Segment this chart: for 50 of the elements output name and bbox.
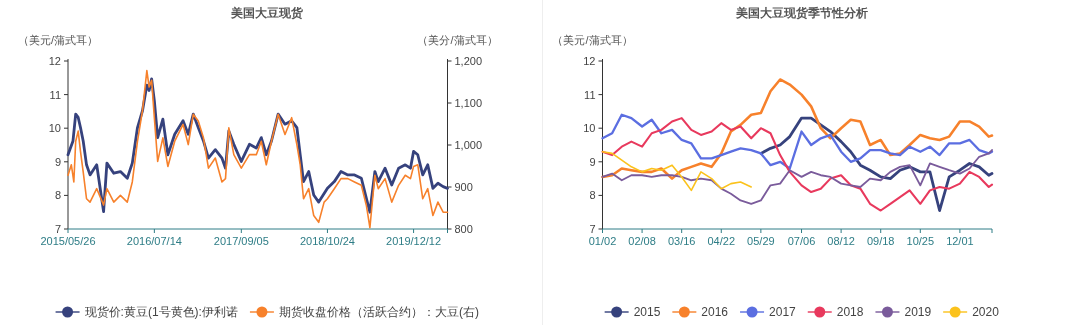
y-tick-label: 7: [589, 223, 596, 235]
y-tick-label: 12: [48, 55, 61, 67]
x-tick-label: 2016/07/14: [126, 235, 182, 247]
x-tick-label: 2018/10/24: [299, 235, 355, 247]
x-tick-label: 02/08: [628, 235, 656, 247]
y-tick-label: 8: [54, 189, 61, 202]
y-tick-label: 9: [589, 155, 596, 168]
y2-axis-title: （美分/蒲式耳）: [417, 34, 498, 46]
x-tick-label: 09/18: [866, 235, 895, 247]
legend-label: 2016: [701, 305, 729, 319]
line-series: [601, 149, 993, 205]
y2-tick-label: 900: [454, 181, 473, 193]
x-tick-label: 01/02: [588, 235, 617, 247]
x-tick-label: 2019/12/12: [386, 235, 442, 247]
chart-title: 美国大豆现货季节性分析: [734, 6, 868, 20]
x-tick-label: 07/06: [787, 235, 816, 247]
legend-label: 期货收盘价格（活跃合约）：大豆(右): [278, 305, 479, 319]
y-tick-label: 11: [49, 88, 61, 101]
y-axis-title: （美元/蒲式耳）: [552, 34, 633, 46]
y-tick-label: 11: [584, 88, 596, 101]
legend-label: 2015: [633, 305, 661, 319]
x-tick-label: 05/29: [747, 235, 775, 247]
x-tick-label: 12/01: [946, 235, 974, 247]
line-series: [759, 116, 994, 212]
x-tick-label: 2017/09/05: [213, 235, 269, 247]
y-tick-label: 10: [48, 122, 61, 135]
legend-label: 现货价:黄豆(1号黄色):伊利诺: [84, 305, 238, 319]
line-series: [601, 113, 994, 170]
y-tick-label: 9: [54, 155, 61, 168]
line-series: [601, 117, 994, 212]
y2-tick-label: 1,200: [454, 55, 483, 67]
legend-label: 2017: [769, 305, 797, 319]
x-tick-label: 2015/05/26: [40, 235, 96, 247]
y-axis-title: （美元/蒲式耳）: [17, 34, 99, 46]
legend-label: 2019: [904, 305, 932, 319]
x-tick-label: 04/22: [707, 235, 736, 247]
y2-tick-label: 1,100: [454, 97, 483, 109]
x-tick-label: 08/12: [827, 235, 855, 247]
y-tick-label: 8: [589, 189, 596, 202]
legend-label: 2018: [836, 305, 864, 319]
x-tick-label: 10/25: [906, 235, 935, 247]
y2-tick-label: 800: [454, 223, 473, 235]
chart-title: 美国大豆现货: [230, 6, 305, 20]
y-tick-label: 12: [583, 55, 596, 67]
line-series: [601, 150, 753, 192]
x-tick-label: 03/16: [667, 235, 696, 247]
y-tick-label: 10: [583, 122, 596, 135]
legend-label: 2020: [972, 305, 1000, 319]
y-tick-label: 7: [54, 223, 61, 235]
y2-tick-label: 1,000: [454, 139, 483, 151]
